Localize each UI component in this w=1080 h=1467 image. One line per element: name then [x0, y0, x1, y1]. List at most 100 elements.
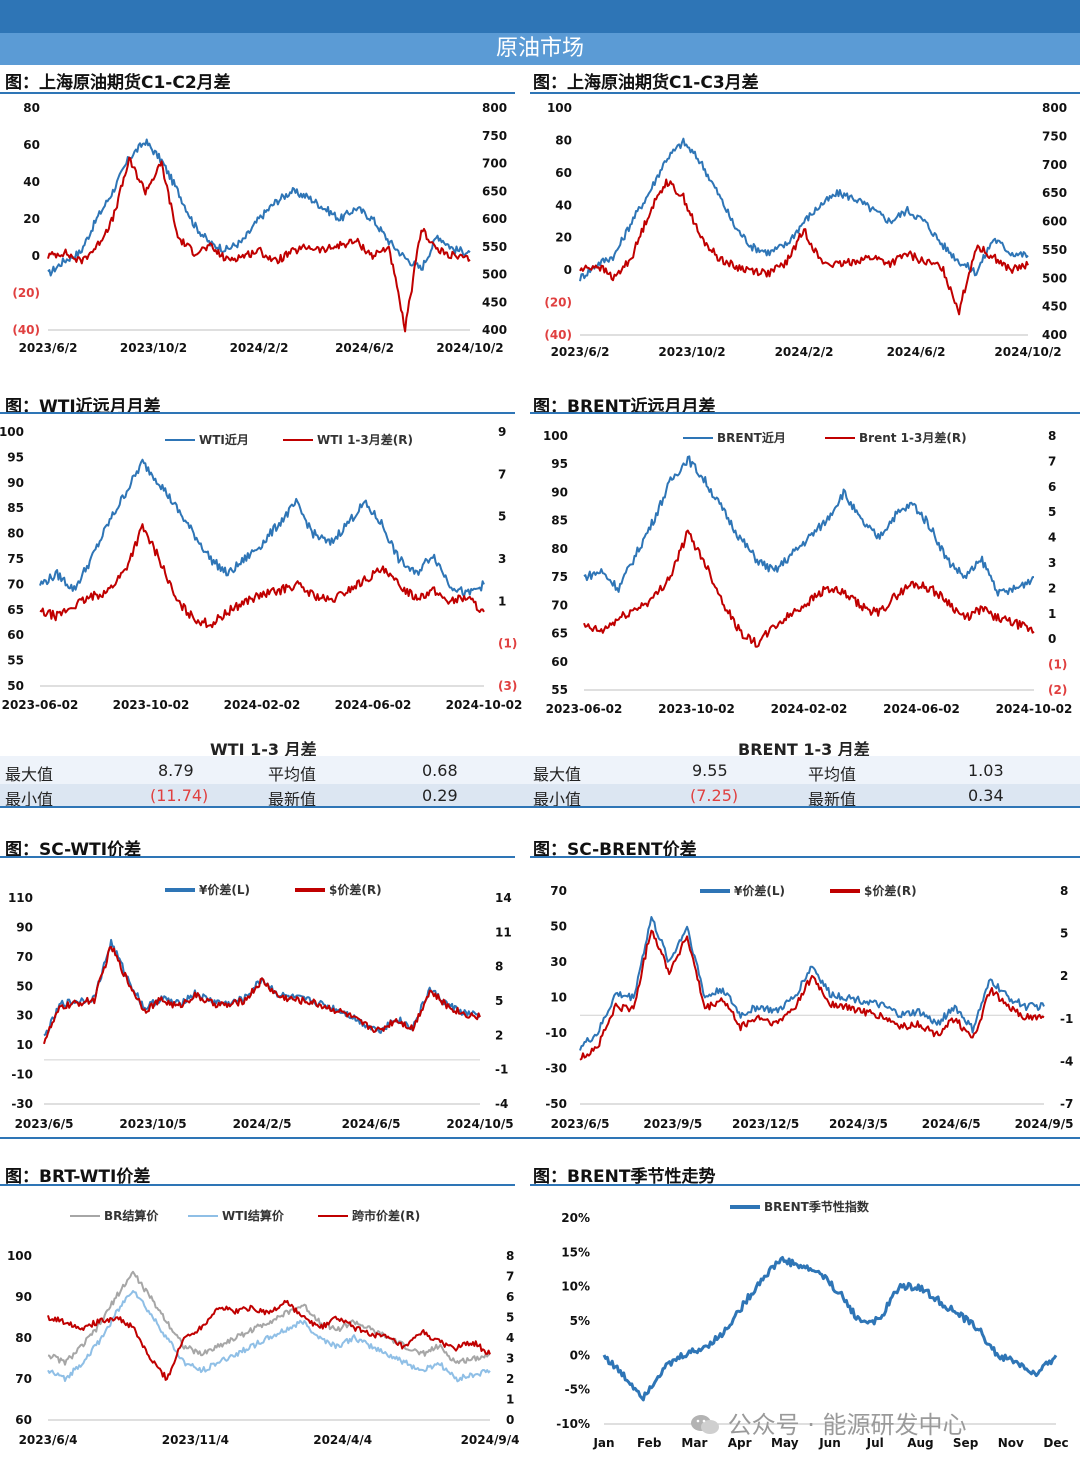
x-tick-label: 2023/10/2	[120, 341, 187, 355]
x-tick-label: 2023-10-02	[658, 702, 735, 716]
y-tick-right: 14	[495, 891, 512, 905]
legend-label: WTI结算价	[222, 1208, 285, 1223]
legend-label: $价差(R)	[864, 883, 917, 898]
x-tick-label: Jul	[866, 1436, 884, 1450]
y-tick-left: 65	[7, 603, 24, 617]
brent-min-value: (7.25)	[690, 786, 739, 805]
y-tick-right: 6	[1048, 480, 1056, 494]
divider	[530, 412, 1080, 414]
divider	[0, 856, 515, 858]
y-tick-right: 7	[1048, 454, 1056, 468]
series-line-1	[47, 1290, 491, 1383]
y-tick-left: 90	[551, 485, 568, 499]
y-tick-right: 3	[498, 552, 506, 566]
series-line-1	[47, 156, 471, 333]
y-tick-right: 700	[1042, 158, 1067, 172]
panel-title-sc-c1c2: 图：上海原油期货C1-C2月差	[5, 73, 231, 93]
y-tick-right: 400	[1042, 328, 1067, 342]
wti-max-value: 8.79	[158, 761, 194, 780]
legend-label: BR结算价	[104, 1208, 159, 1223]
x-tick-label: Jan	[592, 1436, 614, 1450]
x-tick-label: 2024/2/5	[233, 1117, 292, 1131]
panel-title-sc-brent: 图：SC-BRENT价差	[533, 840, 697, 860]
y-tick-left: 85	[551, 514, 568, 528]
brent-stats-title: BRENT 1-3 月差	[738, 740, 870, 759]
legend-label: WTI近月	[199, 432, 249, 447]
divider	[530, 1184, 1080, 1186]
y-tick-left: 60	[7, 628, 24, 642]
y-tick-right: 450	[1042, 300, 1067, 314]
x-tick-label: May	[771, 1436, 799, 1450]
y-tick-right: 400	[482, 323, 507, 337]
y-tick-right: 800	[482, 101, 507, 115]
y-tick-right: -1	[1060, 1012, 1073, 1026]
y-tick-right: 1	[506, 1393, 514, 1407]
x-tick-label: 2024/3/5	[829, 1117, 888, 1131]
y-tick-left: 75	[551, 570, 568, 584]
y-tick-left: 90	[16, 920, 33, 934]
series-line-0	[602, 1256, 1058, 1402]
wti-min-label: 最小值	[5, 790, 54, 809]
y-tick-right: 0	[506, 1413, 514, 1427]
x-tick-label: 2024-10-02	[996, 702, 1073, 716]
x-tick-label: 2024-06-02	[335, 698, 412, 712]
y-tick-left: 100	[7, 1249, 32, 1263]
y-tick-right: 800	[1042, 101, 1067, 115]
wti-avg-label: 平均值	[268, 765, 317, 784]
panel-title-sc-wti: 图：SC-WTI价差	[5, 840, 142, 860]
x-tick-label: 2024/2/2	[775, 345, 834, 359]
y-tick-right: (1)	[498, 637, 517, 651]
y-tick-right: (2)	[1048, 683, 1067, 697]
series-line-0	[579, 137, 1029, 282]
y-tick-left: 0	[32, 249, 40, 263]
brent-avg-label: 平均值	[808, 765, 857, 784]
wti-last-label: 最新值	[268, 790, 317, 809]
series-line-0	[39, 458, 485, 598]
y-tick-left: -5%	[565, 1383, 590, 1397]
series-line-1	[579, 929, 1045, 1061]
x-tick-label: Feb	[637, 1436, 662, 1450]
x-tick-label: 2024/9/4	[461, 1433, 520, 1447]
x-tick-label: Dec	[1043, 1436, 1068, 1450]
watermark: 公众号 · 能源研发中心	[690, 1405, 967, 1440]
x-tick-label: Aug	[907, 1436, 933, 1450]
y-tick-right: 750	[482, 129, 507, 143]
y-tick-left: 55	[7, 654, 24, 668]
y-tick-right: 5	[1060, 927, 1068, 941]
y-tick-left: 10%	[561, 1280, 590, 1294]
y-tick-left: 60	[15, 1413, 32, 1427]
x-tick-label: 2024/6/5	[922, 1117, 981, 1131]
y-tick-right: (3)	[498, 679, 517, 693]
x-tick-label: 2023/9/5	[643, 1117, 702, 1131]
y-tick-right: (1)	[1048, 658, 1067, 672]
y-tick-right: 450	[482, 295, 507, 309]
legend-label: $价差(R)	[329, 882, 382, 897]
x-tick-label: 2023/10/5	[119, 1117, 186, 1131]
x-tick-label: 2023/6/2	[19, 341, 78, 355]
section-banner: 原油市场	[0, 33, 1080, 65]
y-tick-left: -30	[11, 1097, 33, 1111]
y-tick-left: -30	[545, 1062, 567, 1076]
y-tick-right: -7	[1060, 1097, 1073, 1111]
x-tick-label: 2023/11/4	[162, 1433, 229, 1447]
series-line-1	[583, 529, 1035, 648]
y-tick-left: -10	[11, 1068, 33, 1082]
x-tick-label: 2024/2/2	[230, 341, 289, 355]
x-tick-label: 2024/10/2	[994, 345, 1061, 359]
y-tick-right: 2	[1060, 969, 1068, 983]
y-tick-left: 110	[8, 891, 33, 905]
y-tick-right: 5	[495, 994, 503, 1008]
y-tick-right: -4	[495, 1097, 508, 1111]
x-tick-label: 2023/10/2	[658, 345, 725, 359]
panel-title-brent-seasonal: 图：BRENT季节性走势	[533, 1167, 716, 1187]
y-tick-left: 100	[547, 101, 572, 115]
y-tick-left: 95	[551, 457, 568, 471]
y-tick-left: 95	[7, 450, 24, 464]
series-line-0	[43, 938, 481, 1037]
series-line-1	[39, 523, 485, 629]
y-tick-right: 1	[498, 594, 506, 608]
watermark-text: 公众号 · 能源研发中心	[727, 1411, 967, 1439]
y-tick-left: -10%	[556, 1417, 590, 1431]
x-tick-label: 2024/10/5	[446, 1117, 513, 1131]
